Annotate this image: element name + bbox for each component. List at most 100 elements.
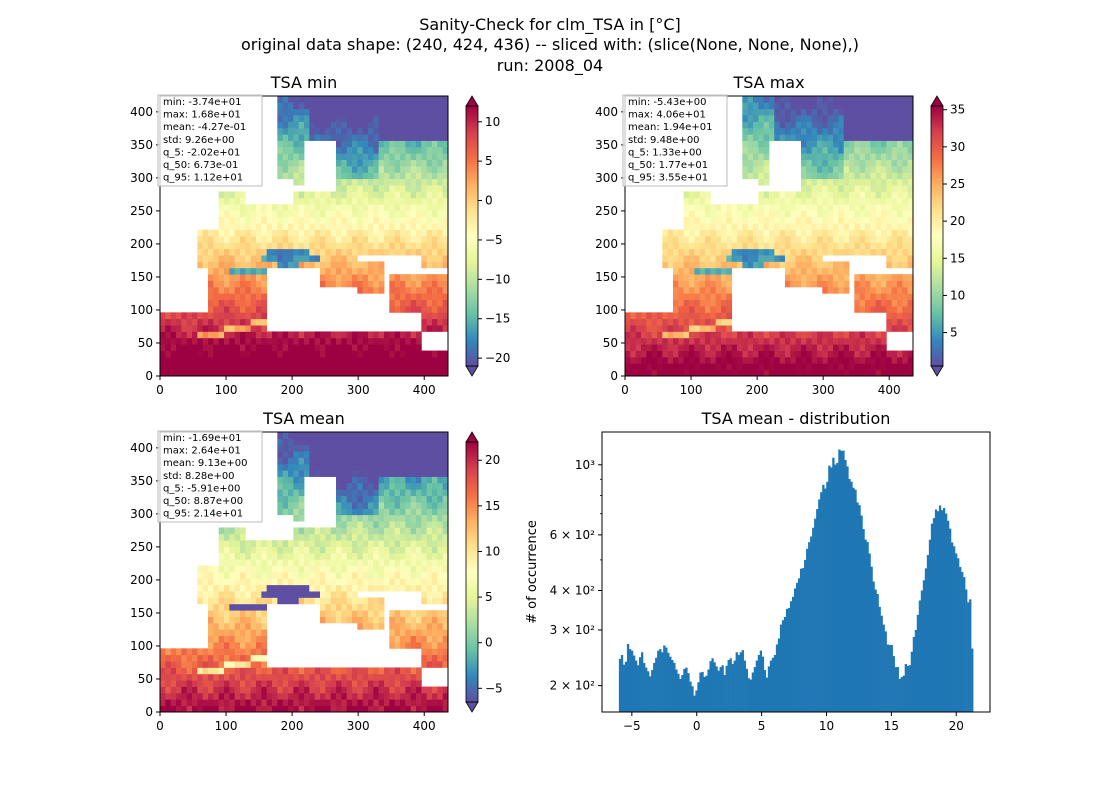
map-cell <box>785 102 791 110</box>
histogram-bar <box>820 492 823 712</box>
map-cell <box>416 159 422 167</box>
map-cell <box>277 242 284 250</box>
map-cell <box>378 463 385 471</box>
map-cell <box>229 686 236 694</box>
histogram-bar <box>671 660 674 712</box>
map-cell <box>389 540 396 547</box>
map-cell <box>213 229 220 237</box>
map-cell <box>854 274 861 281</box>
map-cell <box>795 134 802 141</box>
map-cell <box>683 204 690 211</box>
map-cell <box>859 102 866 110</box>
map-cell <box>854 102 861 110</box>
map-cell <box>822 236 829 243</box>
map-cell <box>368 197 374 205</box>
map-cell <box>197 229 204 237</box>
map-cell <box>635 318 642 326</box>
map-cell <box>410 197 417 205</box>
map-cell <box>394 191 401 199</box>
histogram-bar <box>701 671 704 712</box>
map-cell <box>822 267 829 275</box>
histogram-bar <box>814 518 817 712</box>
map-cell <box>357 476 364 484</box>
map-cell <box>272 236 278 243</box>
map-cell <box>902 286 909 294</box>
map-cell <box>400 178 406 186</box>
map-cell <box>362 280 369 288</box>
map-cell <box>325 108 332 116</box>
map-cell <box>202 673 209 681</box>
map-cell <box>288 444 294 452</box>
map-cell <box>410 692 417 700</box>
map-cell <box>352 451 358 458</box>
map-cell <box>234 369 241 377</box>
map-cell <box>822 178 829 186</box>
map-cell <box>282 584 289 592</box>
map-cell <box>721 229 727 237</box>
map-cell <box>394 134 401 141</box>
map-cell <box>827 286 834 294</box>
map-cell <box>341 438 348 446</box>
map-cell <box>742 331 749 339</box>
map-cell <box>870 242 877 250</box>
map-cell <box>245 661 252 668</box>
map-cell <box>384 172 390 180</box>
map-cell <box>902 146 909 154</box>
map-cell <box>282 438 289 446</box>
histogram-bar <box>886 644 889 712</box>
map-cell <box>865 134 871 141</box>
map-cell <box>261 255 268 262</box>
map-cell <box>213 699 220 707</box>
map-cell <box>336 432 342 439</box>
map-cell <box>208 667 214 675</box>
map-cell <box>389 482 396 490</box>
map-cell <box>368 115 374 122</box>
map-cell <box>304 451 310 458</box>
map-cell <box>859 121 866 129</box>
map-cell <box>405 572 412 579</box>
map-cell <box>373 552 380 560</box>
map-cell <box>394 102 401 110</box>
map-cell <box>747 166 754 173</box>
map-cell <box>384 159 390 167</box>
map-cell <box>806 140 813 148</box>
map-cell <box>197 648 204 656</box>
colorbar-extend-min <box>930 365 944 377</box>
map-cell <box>442 463 449 471</box>
map-cell <box>240 369 246 377</box>
map-cell <box>304 223 310 231</box>
map-2-title: TSA mean <box>262 409 345 428</box>
map-cell <box>753 261 759 269</box>
map-cell <box>224 344 230 351</box>
map-cell <box>341 248 348 256</box>
map-cell <box>357 223 364 231</box>
map-cell <box>181 680 188 687</box>
map-cell <box>849 121 855 129</box>
map-cell <box>357 451 364 458</box>
map-cell <box>897 293 903 301</box>
map-cell <box>662 369 669 377</box>
map-cell <box>859 369 866 377</box>
map-cell <box>186 667 193 675</box>
map-cell <box>410 673 417 681</box>
map-cell <box>790 369 797 377</box>
map-cell <box>849 108 855 116</box>
map-cell <box>314 236 321 243</box>
map-cell <box>373 572 380 579</box>
map-cell <box>678 344 685 351</box>
map-cell <box>785 344 791 351</box>
map-cell <box>747 153 754 161</box>
map-cell <box>833 159 839 167</box>
map-cell <box>389 680 396 687</box>
map-cell <box>309 331 316 339</box>
map-cell <box>405 306 412 313</box>
map-cell <box>266 356 273 364</box>
map-cell <box>293 216 300 224</box>
map-cell <box>256 565 262 573</box>
map-cell <box>240 603 246 611</box>
map-cell <box>838 350 845 358</box>
map-cell <box>197 667 204 675</box>
map-cell <box>368 610 374 617</box>
map-cell <box>416 331 422 339</box>
map-cell <box>822 153 829 161</box>
